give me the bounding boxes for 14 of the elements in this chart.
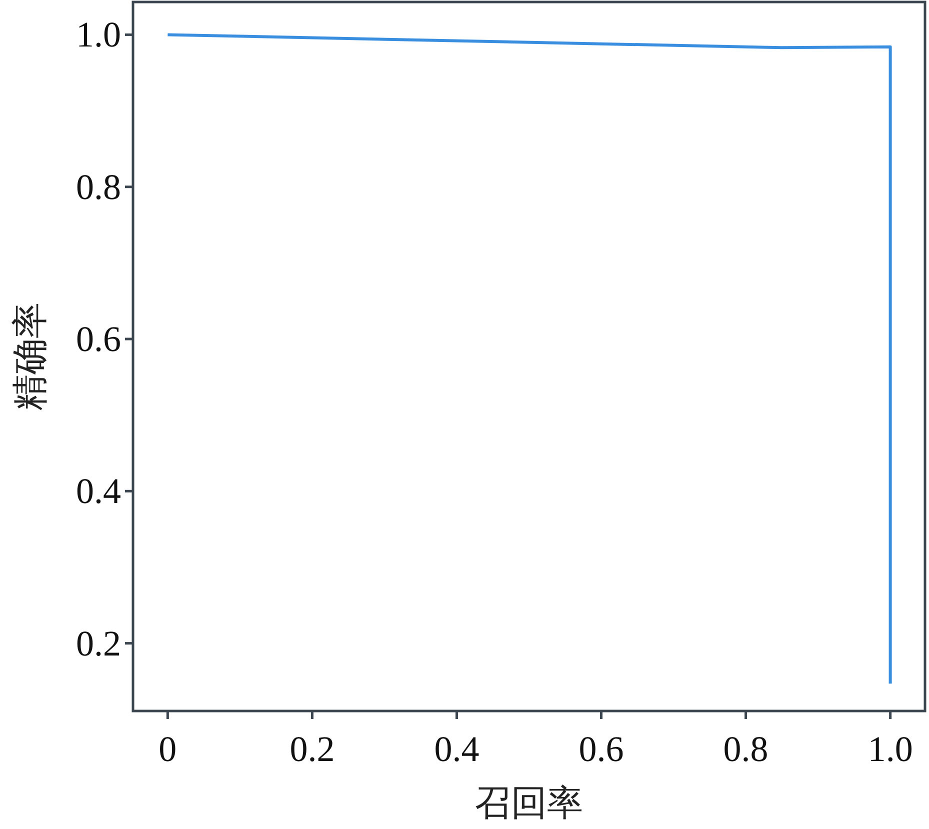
y-tick-label: 1.0: [76, 14, 121, 55]
x-tick-label: 0.6: [578, 729, 624, 769]
x-tick-label: 1.0: [868, 729, 913, 769]
line-series: [166, 33, 892, 686]
x-tick-label: 0.8: [723, 729, 768, 769]
y-axis-title: 精确率: [10, 302, 50, 410]
x-tick-label: 0: [158, 729, 177, 769]
y-tick-label: 0.2: [76, 623, 121, 664]
x-tick-label: 0.2: [290, 729, 335, 769]
y-tick-label: 0.6: [76, 319, 121, 360]
x-tick-label: 0.4: [434, 729, 480, 769]
y-tick-label: 0.8: [76, 166, 121, 207]
y-tick-label: 0.4: [76, 471, 121, 512]
x-axis-title: 召回率: [475, 783, 583, 823]
